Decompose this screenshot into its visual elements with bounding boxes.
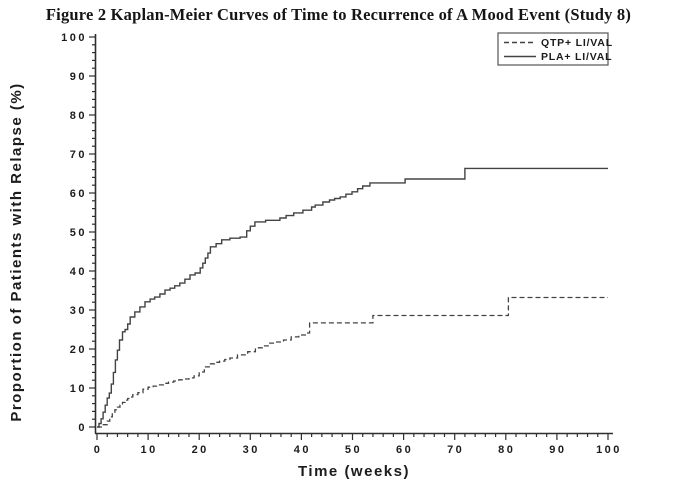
series-line-pla [97, 167, 608, 428]
x-tick-label: 20 [192, 444, 209, 456]
y-tick-label: 80 [70, 110, 87, 122]
legend-label-pla: PLA+ LI/VAL [541, 51, 612, 63]
x-tick-label: 50 [345, 444, 362, 456]
x-tick-label: 80 [498, 444, 515, 456]
y-tick-label: 10 [70, 383, 87, 395]
y-tick-label: 60 [70, 188, 87, 200]
series-line-qtp [97, 296, 608, 428]
x-tick-label: 10 [140, 444, 157, 456]
y-tick-label: 90 [70, 71, 87, 83]
y-tick-label: 50 [70, 227, 87, 239]
y-tick-label: 0 [78, 422, 87, 434]
x-tick-label: 70 [447, 444, 464, 456]
x-tick-label: 30 [243, 444, 260, 456]
y-tick-label: 100 [61, 32, 87, 44]
x-axis-title: Time (weeks) [298, 463, 410, 480]
x-axis-ticks [96, 433, 609, 440]
y-axis-title: Proportion of Patients with Relapse (%) [8, 82, 25, 421]
legend: QTP+ LI/VAL PLA+ LI/VAL [497, 32, 613, 66]
y-tick-label: 30 [70, 305, 87, 317]
axes [94, 34, 613, 435]
x-tick-label: 0 [94, 444, 103, 456]
x-tick-label: 100 [596, 444, 622, 456]
y-axis-ticks [89, 36, 96, 428]
y-tick-label: 40 [70, 266, 87, 278]
figure-title: Figure 2 Kaplan-Meier Curves of Time to … [45, 5, 632, 24]
x-axis-tick-labels: 0 10 20 30 40 50 60 70 80 90 100 [94, 444, 622, 456]
legend-label-qtp: QTP+ LI/VAL [541, 37, 613, 49]
series-lines [97, 167, 608, 428]
x-tick-label: 40 [294, 444, 311, 456]
x-tick-label: 60 [396, 444, 413, 456]
x-tick-label: 90 [549, 444, 566, 456]
legend-box [497, 32, 609, 66]
y-tick-label: 20 [70, 344, 87, 356]
y-tick-label: 70 [70, 149, 87, 161]
y-axis-tick-labels: 0 10 20 30 40 50 60 70 80 90 100 [61, 32, 87, 434]
